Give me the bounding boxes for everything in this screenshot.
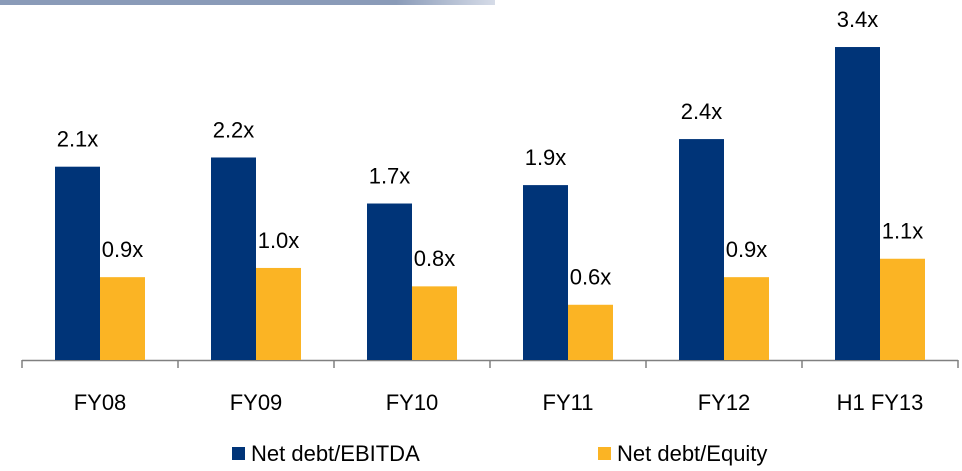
bar xyxy=(100,277,145,360)
legend-label: Net debt/EBITDA xyxy=(251,441,420,466)
bar xyxy=(412,286,457,360)
legend-swatch xyxy=(232,447,245,460)
bar xyxy=(367,203,412,360)
value-label: 3.4x xyxy=(837,7,879,32)
x-tick-label: FY10 xyxy=(386,390,439,415)
bar xyxy=(568,304,613,360)
bar xyxy=(523,185,568,360)
x-tick-label: FY08 xyxy=(74,390,127,415)
legend-swatch xyxy=(598,447,611,460)
value-label: 2.1x xyxy=(57,127,99,152)
value-label: 2.4x xyxy=(681,99,723,124)
value-label: 1.0x xyxy=(258,228,300,253)
bar xyxy=(211,157,256,360)
value-label: 0.6x xyxy=(570,265,612,290)
bar xyxy=(55,166,100,360)
bar xyxy=(679,139,724,360)
x-tick-label: FY12 xyxy=(698,390,751,415)
value-label: 0.9x xyxy=(726,237,768,262)
bar xyxy=(880,258,925,360)
value-label: 1.7x xyxy=(369,163,411,188)
value-label: 0.8x xyxy=(414,246,456,271)
value-label: 1.9x xyxy=(525,145,567,170)
x-tick-label: H1 FY13 xyxy=(837,390,924,415)
value-label: 2.2x xyxy=(213,117,255,142)
bar xyxy=(835,47,880,361)
x-tick-label: FY11 xyxy=(543,390,594,415)
legend-label: Net debt/Equity xyxy=(617,441,767,466)
bar xyxy=(256,267,301,360)
bar xyxy=(724,277,769,360)
value-label: 0.9x xyxy=(102,237,144,262)
x-tick-label: FY09 xyxy=(230,390,283,415)
header-stripe xyxy=(0,0,495,5)
value-label: 1.1x xyxy=(882,219,924,244)
